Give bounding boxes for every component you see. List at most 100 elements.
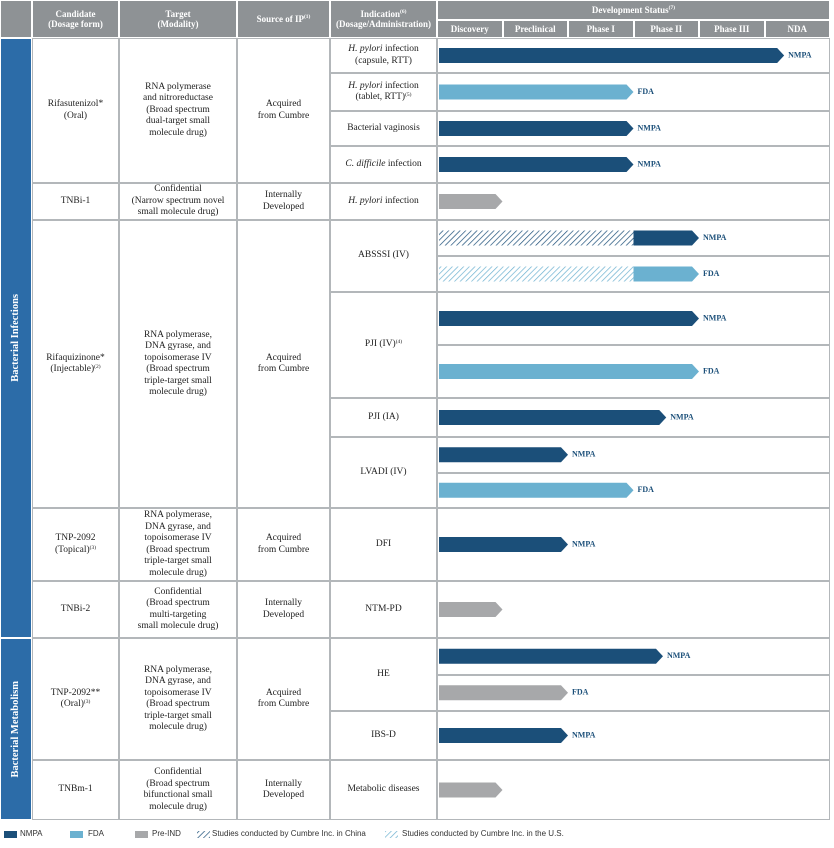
italic-text: H. pylori	[348, 195, 383, 206]
text: HE	[377, 668, 390, 679]
text-line: bifunctional small	[144, 790, 213, 802]
text: TNBm-1	[58, 784, 93, 795]
area-label: Bacterial Infections	[0, 38, 32, 638]
text: TNBi-1	[60, 195, 91, 206]
source-cell: Acquired from Cumbre	[237, 508, 330, 581]
text-line: Confidential	[154, 184, 202, 196]
text-line: (Dosage form)	[48, 19, 103, 30]
status-cell	[437, 345, 830, 398]
source-cell: Acquired from Cumbre	[237, 220, 330, 508]
text: Candidate	[55, 8, 96, 19]
status-cell	[437, 711, 830, 760]
target-cell: Confidential (Broad spectrum bifunctional …	[119, 760, 237, 820]
footnote-ref: (2)	[94, 364, 101, 370]
text: Developed	[262, 609, 305, 620]
legend-swatch	[70, 831, 83, 838]
indication-cell: PJI (IV)(4)	[330, 292, 437, 398]
text: (Broad spectrum	[146, 364, 210, 374]
text-line: (capsule, RTT)	[355, 56, 412, 68]
text: DNA gyrase, and	[145, 676, 211, 686]
text-line: molecule drug)	[149, 802, 207, 814]
footnote-ref: (1)	[303, 13, 311, 20]
text: Rifaquizinone*	[46, 352, 105, 363]
text: Developed	[262, 790, 305, 800]
text: molecule drug)	[149, 127, 207, 138]
text-line: DNA gyrase, and	[145, 341, 211, 353]
text-line: DNA gyrase, and	[145, 676, 211, 688]
text: from Cumbre	[257, 364, 310, 374]
text-line: (Dosage/Administration)	[336, 19, 431, 30]
status-cell	[437, 437, 830, 473]
text: topoisomerase IV	[144, 352, 212, 363]
text: Confidential	[154, 184, 202, 195]
phase-label: Phase II	[650, 23, 683, 34]
legend-swatch	[197, 831, 210, 838]
indication-cell: H. pylori infection (tablet, RTT)(5)	[330, 73, 437, 111]
text-line: (Broad spectrum	[146, 598, 210, 610]
text: Internally	[265, 598, 302, 608]
text-line: Acquired	[266, 353, 301, 365]
text: Confidential	[154, 767, 202, 777]
text-line: Acquired	[266, 688, 301, 700]
text: small molecule drug)	[137, 207, 219, 218]
text-line: (Topical)(3)	[55, 545, 96, 557]
phase-header: Phase I	[568, 20, 634, 38]
text-line: RNA polymerase,	[144, 665, 212, 677]
phase-header: Discovery	[437, 20, 503, 38]
text-line: Rifasutenizol*	[48, 99, 103, 111]
text-line: molecule drug)	[149, 128, 207, 140]
header-cell: Candidate (Dosage form)	[32, 0, 119, 38]
text: triple-target small	[144, 556, 212, 566]
target-cell: RNA polymerase, DNA gyrase, and topoisomer…	[119, 638, 237, 760]
footnote-ref: (4)	[395, 339, 403, 346]
text: TNBi-2	[60, 603, 91, 614]
status-cell	[437, 674, 830, 711]
text: Metabolic diseases	[347, 784, 420, 795]
phase-label: Phase III	[714, 23, 750, 34]
text-line: TNP-2092**	[51, 688, 101, 700]
phase-label: Discovery	[450, 23, 489, 34]
phase-header: NDA	[764, 20, 830, 38]
text-line: topoisomerase IV	[144, 533, 211, 545]
text-line: triple-target small	[144, 376, 212, 388]
text-line: small molecule drug)	[138, 621, 219, 633]
indication-cell: C. difficile infection	[330, 146, 437, 183]
text: Confidential	[154, 586, 202, 597]
text-line: (Modality)	[158, 19, 199, 30]
source-cell: Acquired from Cumbre	[237, 38, 330, 183]
indication-cell: Bacterial vaginosis	[330, 111, 437, 146]
text-line: Indication(6)	[361, 9, 407, 20]
italic-text: H. pylori	[348, 44, 383, 54]
text: ABSSSI (IV)	[358, 250, 409, 261]
candidate-cell: Rifasutenizol* (Oral)	[32, 38, 119, 183]
header-cell: Source of IP(1)	[237, 0, 330, 38]
phase-label: Phase I	[586, 23, 615, 34]
text: (Dosage form)	[48, 19, 103, 29]
status-cell	[437, 111, 830, 146]
candidate-cell: TNBi-1	[32, 183, 119, 220]
legend-label: Studies conducted by Cumbre Inc. in the …	[402, 829, 564, 838]
text-line: Confidential	[154, 587, 202, 599]
area-text: Bacterial Metabolism	[10, 680, 21, 778]
legend-swatch	[385, 831, 398, 838]
text: from Cumbre	[257, 544, 310, 555]
text: NTM-PD	[365, 603, 402, 614]
text: from Cumbre	[257, 699, 310, 709]
phase-header: Preclinical	[502, 20, 568, 38]
footnote-ref: (6)	[400, 8, 407, 15]
text-line: RNA polymerase,	[144, 330, 212, 342]
text: (Narrow spectrum novel	[131, 195, 225, 206]
text: triple-target small	[144, 710, 212, 721]
footnote-ref: (5)	[405, 92, 412, 98]
status-cell	[437, 638, 830, 675]
status-cell	[437, 472, 830, 508]
text-line: molecule drug)	[149, 722, 207, 734]
indication-cell: H. pylori infection	[330, 183, 437, 220]
candidate-cell: TNBi-2	[32, 581, 119, 638]
text: triple-target small	[144, 375, 212, 386]
text-line: (Broad spectrum	[146, 545, 210, 557]
text: RNA polymerase	[145, 81, 211, 92]
candidate-cell: TNBm-1	[32, 760, 119, 820]
text-line: triple-target small	[144, 711, 212, 723]
